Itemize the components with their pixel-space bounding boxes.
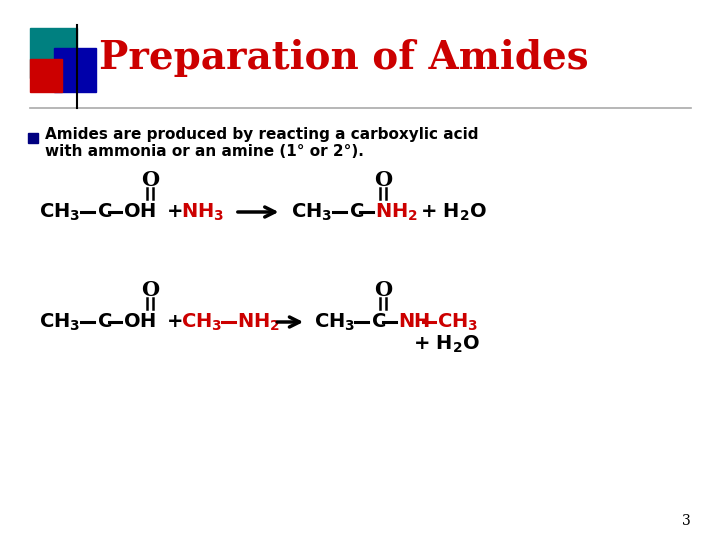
Text: $\mathbf{OH}$: $\mathbf{OH}$ bbox=[123, 203, 156, 221]
Text: $\mathbf{NH_3}$: $\mathbf{NH_3}$ bbox=[181, 201, 224, 222]
Text: O: O bbox=[374, 170, 392, 190]
Text: $\mathbf{OH}$: $\mathbf{OH}$ bbox=[123, 313, 156, 331]
Text: $\mathbf{+\ H_2O}$: $\mathbf{+\ H_2O}$ bbox=[420, 201, 487, 222]
Bar bbox=[30, 28, 77, 78]
Text: $\mathbf{CH_3}$: $\mathbf{CH_3}$ bbox=[314, 312, 355, 333]
Text: $\mathbf{NH_2}$: $\mathbf{NH_2}$ bbox=[375, 201, 418, 222]
Text: O: O bbox=[374, 280, 392, 300]
Text: $\mathbf{C}$: $\mathbf{C}$ bbox=[96, 313, 112, 331]
Text: $\mathbf{C}$: $\mathbf{C}$ bbox=[348, 203, 364, 221]
Text: Amides are produced by reacting a carboxylic acid: Amides are produced by reacting a carbox… bbox=[45, 127, 479, 143]
Text: $\mathbf{CH_3}$: $\mathbf{CH_3}$ bbox=[40, 312, 81, 333]
Text: $\mathbf{+}$: $\mathbf{+}$ bbox=[166, 313, 182, 331]
Text: $\mathbf{CH_3}$: $\mathbf{CH_3}$ bbox=[292, 201, 333, 222]
Text: $\mathbf{CH_3}$: $\mathbf{CH_3}$ bbox=[181, 312, 222, 333]
Bar bbox=[54, 48, 96, 92]
Text: $\mathbf{NH_2}$: $\mathbf{NH_2}$ bbox=[237, 312, 280, 333]
Text: Preparation of Amides: Preparation of Amides bbox=[99, 39, 588, 77]
Text: O: O bbox=[141, 170, 159, 190]
Bar bbox=[30, 59, 62, 92]
Bar bbox=[27, 133, 37, 143]
Text: 3: 3 bbox=[683, 514, 691, 528]
Text: $\mathbf{C}$: $\mathbf{C}$ bbox=[372, 313, 387, 331]
Text: O: O bbox=[141, 280, 159, 300]
Text: $\mathbf{C}$: $\mathbf{C}$ bbox=[96, 203, 112, 221]
Text: $\mathbf{NH}$: $\mathbf{NH}$ bbox=[398, 313, 431, 331]
Text: with ammonia or an amine (1° or 2°).: with ammonia or an amine (1° or 2°). bbox=[45, 144, 364, 159]
Text: $\mathbf{+}$: $\mathbf{+}$ bbox=[166, 203, 182, 221]
Text: $\mathbf{CH_3}$: $\mathbf{CH_3}$ bbox=[40, 201, 81, 222]
Text: $\mathbf{CH_3}$: $\mathbf{CH_3}$ bbox=[437, 312, 479, 333]
Text: $\mathbf{+\ H_2O}$: $\mathbf{+\ H_2O}$ bbox=[413, 333, 480, 355]
